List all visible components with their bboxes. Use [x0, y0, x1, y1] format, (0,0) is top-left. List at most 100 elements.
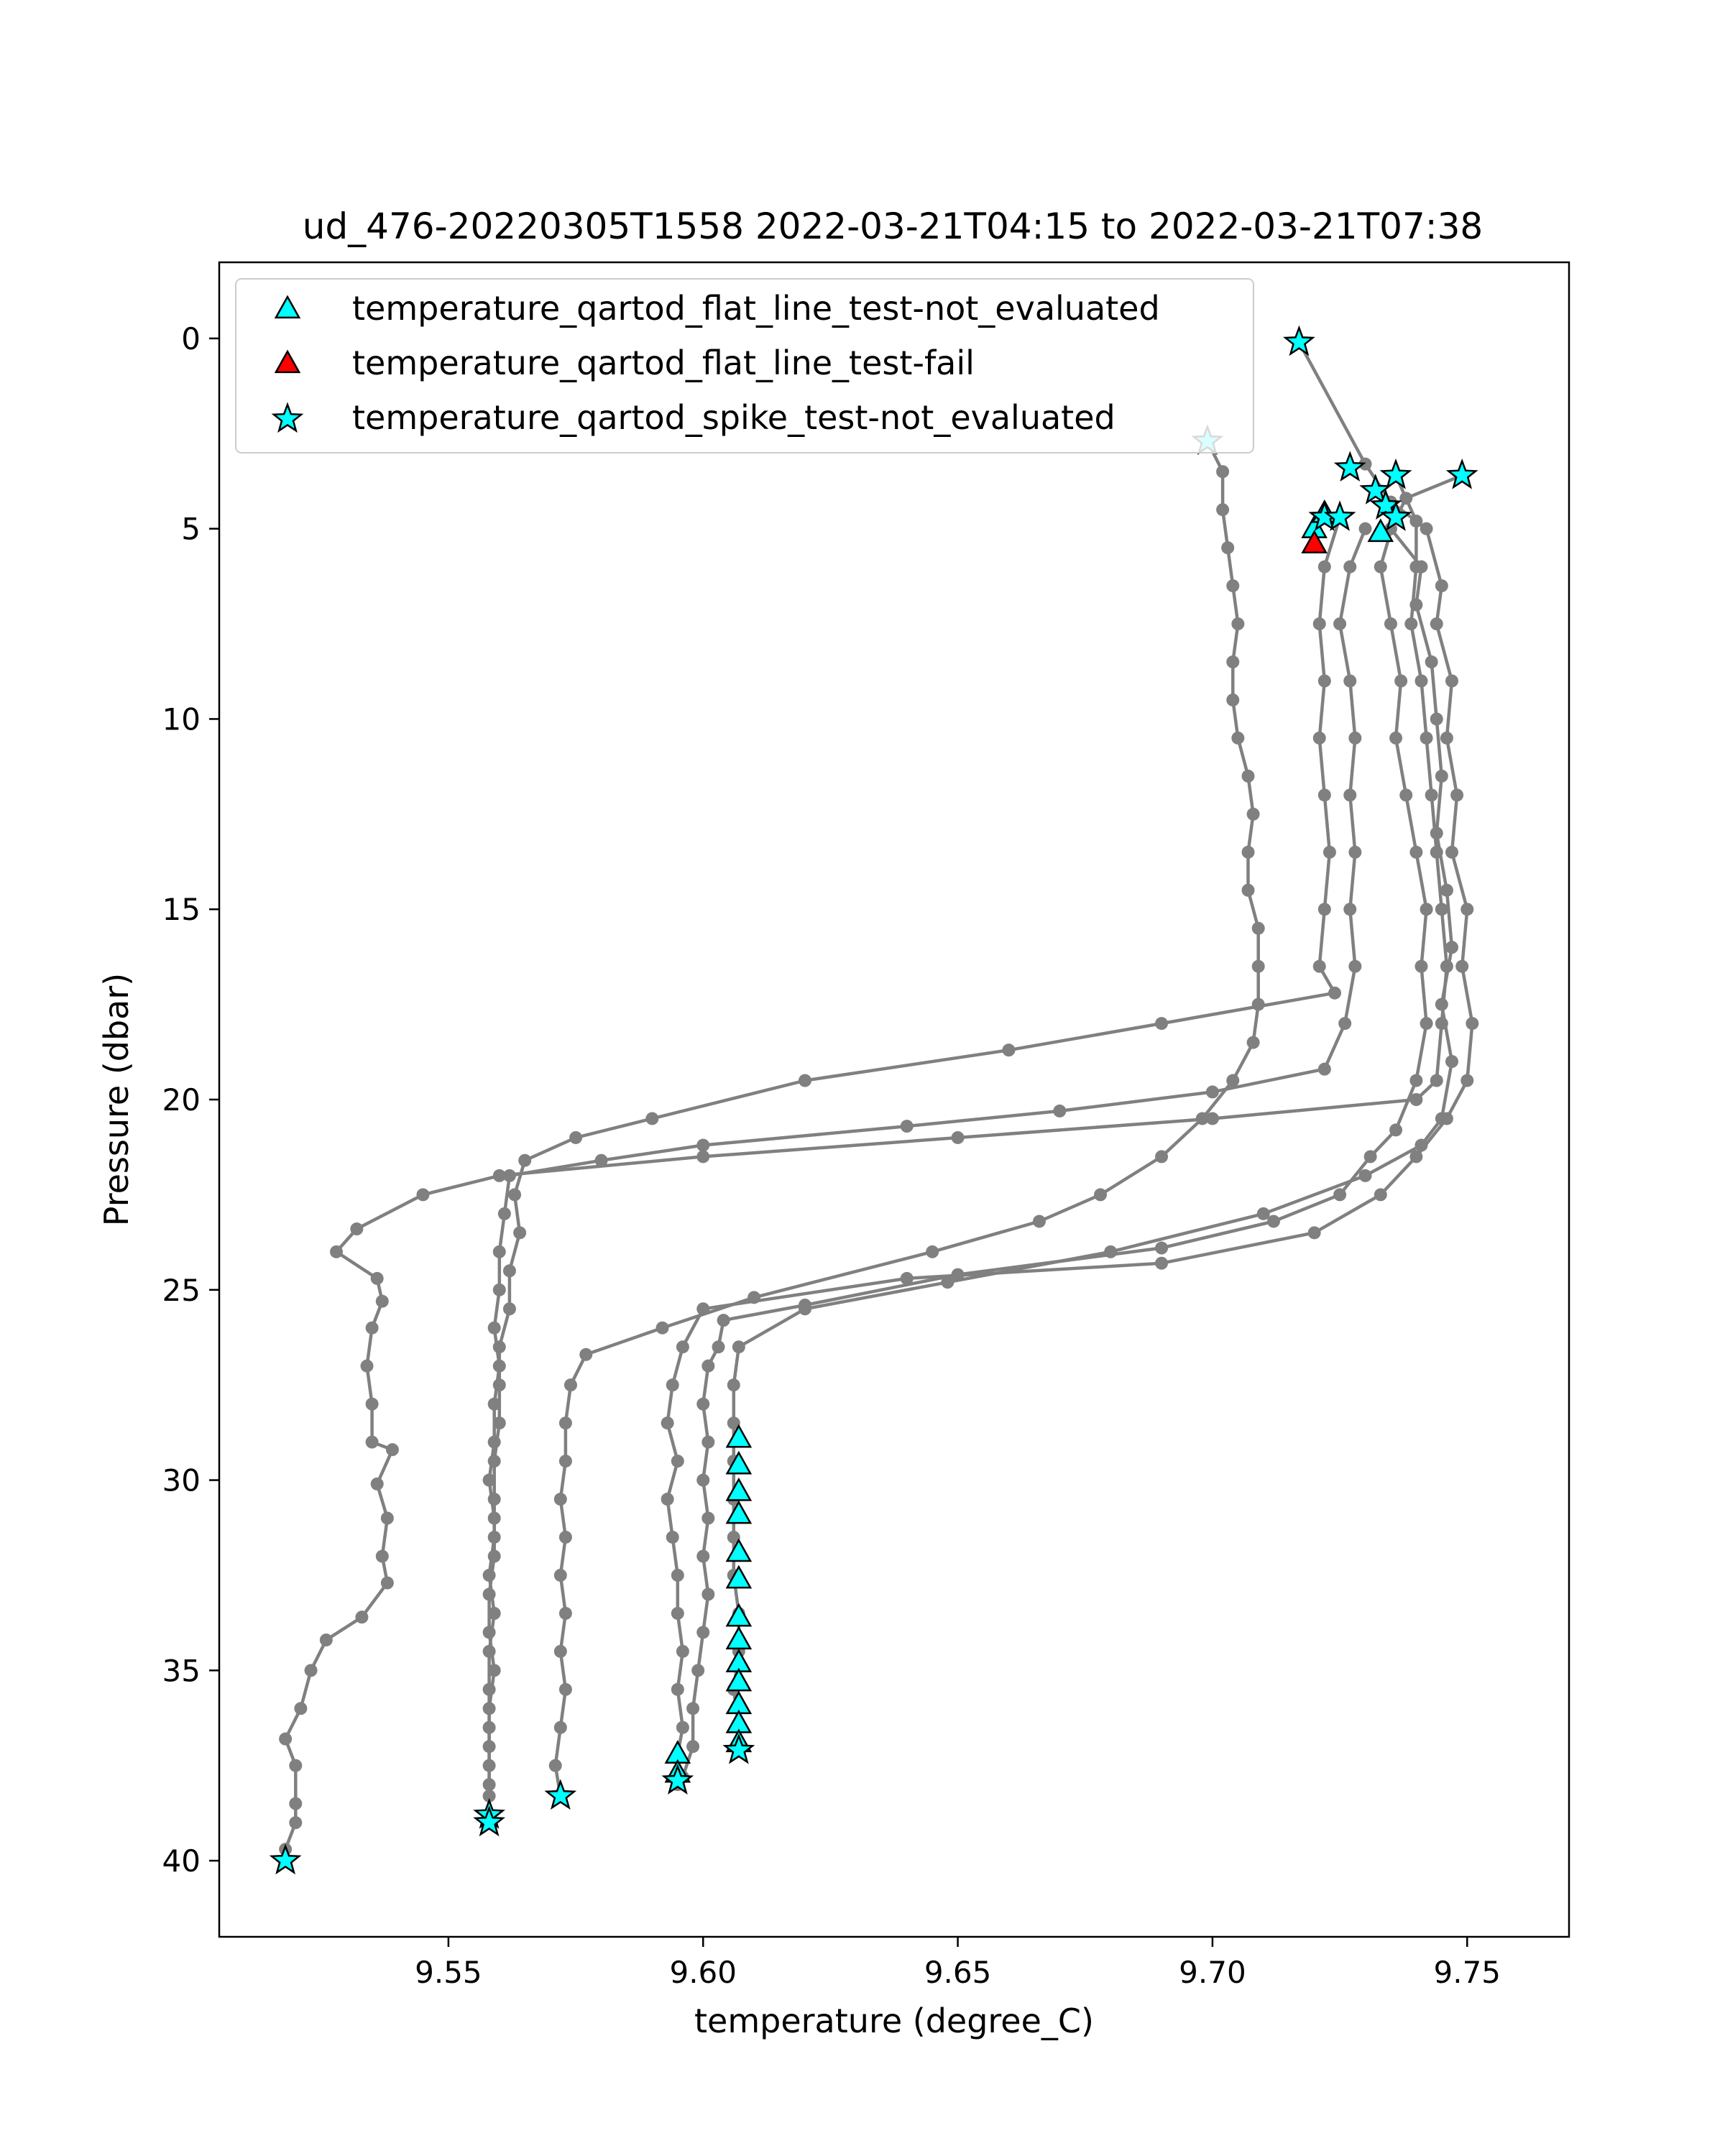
data-point — [487, 1397, 501, 1411]
data-point — [1440, 731, 1453, 745]
data-point — [1409, 1093, 1423, 1106]
data-point — [1251, 959, 1265, 973]
data-point — [1241, 769, 1255, 783]
data-point — [696, 1626, 710, 1639]
x-tick-label: 9.75 — [1434, 1955, 1501, 1990]
spike-not-evaluated-marker — [269, 1843, 302, 1875]
data-point — [1348, 731, 1362, 745]
data-point — [487, 1493, 501, 1506]
spike-not-evaluated-marker — [722, 1733, 755, 1764]
legend-markers — [271, 295, 304, 433]
data-point — [304, 1664, 318, 1677]
data-point — [666, 1378, 679, 1392]
data-point — [1241, 883, 1255, 897]
data-point — [1374, 560, 1387, 573]
data-point — [1216, 503, 1230, 517]
data-point — [1409, 845, 1423, 859]
data-point — [497, 1207, 511, 1220]
data-point — [350, 1222, 364, 1236]
data-point — [712, 1340, 725, 1354]
data-point — [696, 1150, 710, 1164]
data-point — [1348, 959, 1362, 973]
y-tick-label: 15 — [162, 892, 201, 927]
data-point — [380, 1511, 394, 1525]
data-point — [508, 1188, 522, 1202]
data-point — [671, 1606, 684, 1620]
data-point — [951, 1130, 965, 1144]
data-point — [502, 1302, 516, 1316]
data-point — [487, 1321, 501, 1335]
data-point — [492, 1340, 506, 1354]
data-point — [1445, 845, 1459, 859]
data-point — [1389, 1123, 1403, 1137]
profile-line-1 — [666, 341, 1474, 1785]
x-axis-label: temperature (degree_C) — [694, 2001, 1094, 2040]
data-point — [696, 1397, 710, 1411]
data-point — [1246, 807, 1260, 821]
data-point — [370, 1271, 384, 1285]
data-point — [482, 1682, 496, 1696]
data-point — [1430, 845, 1443, 859]
data-point — [1343, 674, 1357, 688]
data-point — [696, 1473, 710, 1487]
y-tick-label: 10 — [162, 701, 201, 737]
y-tick-label: 40 — [162, 1843, 201, 1879]
data-point — [702, 1359, 715, 1373]
x-tick-label: 9.65 — [924, 1955, 992, 1990]
data-point — [1440, 959, 1453, 973]
data-point — [661, 1416, 674, 1430]
data-point — [564, 1378, 577, 1392]
data-point — [1155, 1150, 1169, 1164]
spike-not-evaluated-marker — [1379, 458, 1412, 489]
x-tick-label: 9.55 — [415, 1955, 482, 1990]
x-tick-label: 9.60 — [669, 1955, 737, 1990]
data-point — [370, 1477, 384, 1491]
data-point — [717, 1314, 730, 1327]
legend-star-icon — [271, 402, 304, 433]
data-point — [1312, 731, 1326, 745]
data-point — [416, 1188, 430, 1202]
data-point — [676, 1720, 689, 1734]
legend-label-spike-not-evaluated: temperature_qartod_spike_test-not_evalua… — [352, 398, 1116, 437]
data-point — [702, 1511, 715, 1525]
data-point — [579, 1348, 593, 1361]
y-axis-label: Pressure (dbar) — [97, 973, 136, 1226]
spike-not-evaluated-marker — [1333, 451, 1366, 482]
data-point — [1307, 1226, 1321, 1240]
data-point — [1430, 617, 1443, 631]
data-point — [1317, 674, 1331, 688]
data-point — [1231, 731, 1245, 745]
data-point — [1226, 579, 1240, 593]
y-tick-label: 25 — [162, 1273, 201, 1308]
data-point — [1226, 1074, 1240, 1087]
spike-not-evaluated-marker — [544, 1779, 577, 1810]
data-point — [1317, 560, 1331, 573]
data-point — [482, 1720, 496, 1734]
data-point — [1445, 674, 1459, 688]
flat-line-not-evaluated-marker — [725, 1477, 753, 1501]
data-point — [558, 1606, 572, 1620]
data-point — [294, 1702, 308, 1715]
data-point — [671, 1455, 684, 1468]
data-point — [1435, 579, 1448, 593]
data-point — [1420, 522, 1433, 535]
data-point — [558, 1416, 572, 1430]
data-point — [1435, 769, 1448, 783]
flat-line-not-evaluated-marker — [725, 1565, 753, 1589]
data-point — [1358, 522, 1372, 535]
data-point — [1445, 941, 1459, 954]
data-point — [492, 1169, 506, 1182]
flat-line-not-evaluated-marker — [725, 1424, 753, 1448]
x-tick-label: 9.70 — [1179, 1955, 1246, 1990]
data-point — [1420, 903, 1433, 916]
data-point — [1409, 1150, 1423, 1164]
data-point — [365, 1397, 379, 1411]
data-point — [1414, 959, 1428, 973]
data-point — [1414, 1138, 1428, 1152]
data-point — [1216, 465, 1230, 479]
flat-line-not-evaluated-marker — [725, 1603, 753, 1627]
data-point — [696, 1549, 710, 1563]
y-tick-label: 35 — [162, 1653, 201, 1688]
data-point — [1460, 903, 1474, 916]
